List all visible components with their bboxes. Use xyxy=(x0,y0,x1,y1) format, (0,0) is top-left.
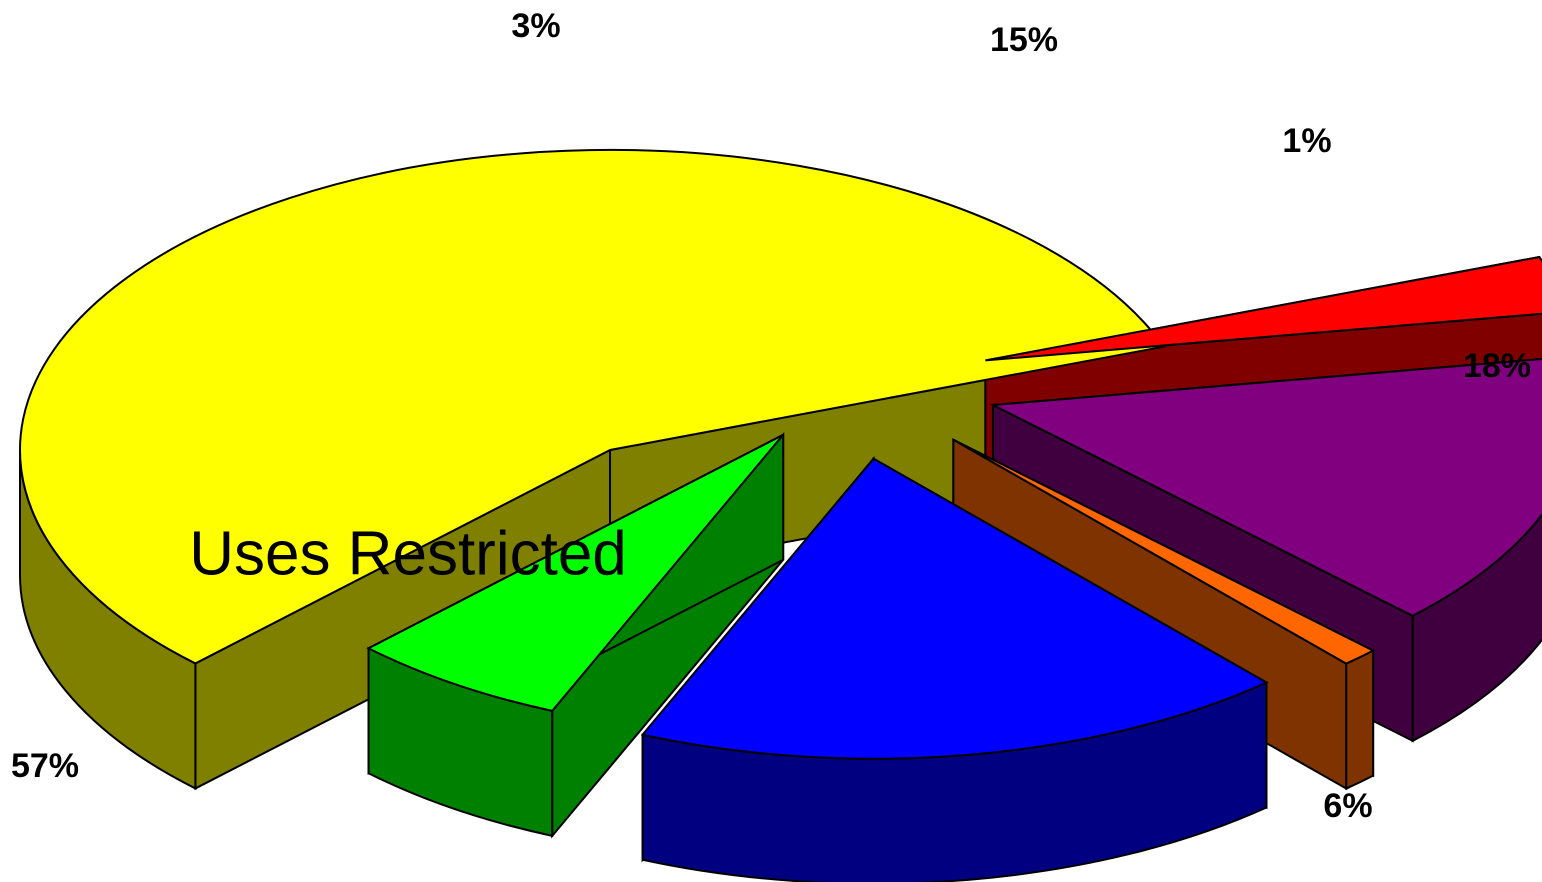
slice-top-1 xyxy=(985,255,1542,362)
slice-label-0: 57% xyxy=(11,747,79,785)
slice-label-2: 15% xyxy=(990,21,1058,59)
slice-top-5 xyxy=(366,433,784,712)
slice-rim-3-0 xyxy=(1345,648,1375,791)
slice-label-1: 3% xyxy=(511,7,560,45)
slice-top-3 xyxy=(952,438,1376,665)
slice-top-0 xyxy=(19,149,1166,665)
slice-labels: 57% 3% 15% 1% 18% 6% Uses Restricted xyxy=(11,7,1531,825)
slice-rim-2-0 xyxy=(1411,513,1542,743)
slice-tops xyxy=(19,149,1542,760)
annotation-0: Uses Restricted xyxy=(189,519,627,588)
slice-label-4: 18% xyxy=(1463,347,1531,385)
slice-top-4 xyxy=(640,457,1269,760)
slice-top-2 xyxy=(989,358,1542,617)
slice-label-5: 6% xyxy=(1323,787,1372,825)
slice-label-3: 1% xyxy=(1282,122,1331,160)
